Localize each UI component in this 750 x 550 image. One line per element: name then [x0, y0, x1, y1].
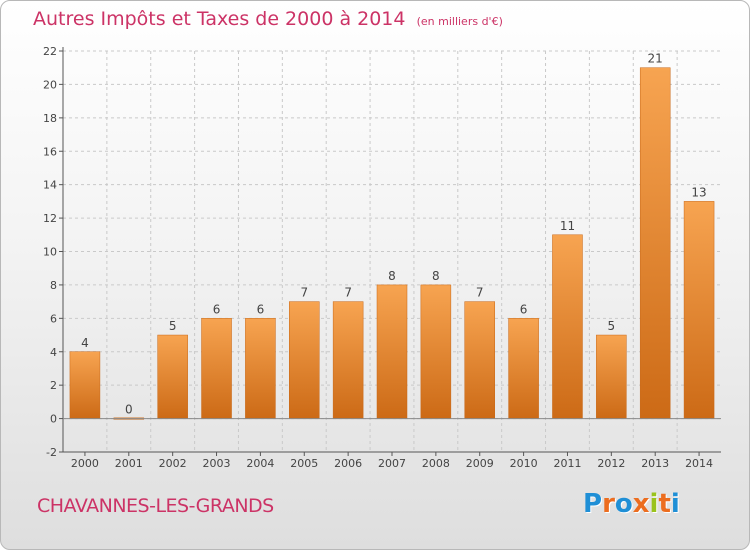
y-tick-label: 14	[43, 179, 57, 192]
x-tick-label: 2007	[378, 457, 406, 470]
x-tick-label: 2013	[641, 457, 669, 470]
bar-value-label: 5	[608, 319, 616, 333]
bar-value-label: 8	[432, 269, 440, 283]
y-tick-label: 16	[43, 145, 57, 158]
bar	[245, 318, 276, 419]
y-tick-label: 8	[50, 279, 57, 292]
commune-name: CHAVANNES-LES-GRANDS	[37, 495, 274, 517]
bar	[464, 301, 495, 419]
chart-unit: (en milliers d'€)	[416, 15, 503, 28]
y-tick-label: 6	[50, 312, 57, 325]
chart-title-block: Autres Impôts et Taxes de 2000 à 2014 (e…	[33, 8, 503, 30]
bar-value-label: 5	[169, 319, 177, 333]
bar-value-label: 7	[300, 286, 308, 300]
x-tick-label: 2000	[71, 457, 99, 470]
bar-value-label: 21	[648, 52, 663, 66]
x-tick-label: 2004	[246, 457, 274, 470]
y-tick-label: 0	[50, 413, 57, 426]
x-tick-label: 2008	[422, 457, 450, 470]
x-tick-label: 2014	[685, 457, 713, 470]
bars	[69, 67, 715, 420]
x-tick-label: 2003	[203, 457, 231, 470]
y-tick-label: -2	[46, 446, 57, 459]
bar	[69, 351, 101, 419]
x-tick-label: 2010	[510, 457, 538, 470]
bar-value-label: 11	[560, 219, 575, 233]
y-tick-label: 18	[43, 112, 57, 125]
bar	[376, 284, 408, 419]
bar-value-label: 6	[520, 302, 528, 316]
bar-value-label: 7	[344, 286, 352, 300]
y-tick-label: 2	[50, 379, 57, 392]
bar-value-label: 8	[388, 269, 396, 283]
x-tick-label: 2009	[466, 457, 494, 470]
bar-value-label: 6	[257, 302, 265, 316]
bar	[420, 284, 452, 419]
x-tick-label: 2006	[334, 457, 362, 470]
y-tick-label: 12	[43, 212, 57, 225]
bar	[157, 334, 188, 419]
bar	[332, 301, 364, 419]
bar-value-label: 0	[125, 403, 133, 417]
x-tick-label: 2001	[115, 457, 143, 470]
bar-value-label: 6	[213, 302, 221, 316]
x-tick-label: 2005	[290, 457, 318, 470]
y-tick-label: 22	[43, 45, 57, 58]
y-tick-label: 20	[43, 78, 57, 91]
bar	[201, 318, 232, 419]
bar	[508, 318, 539, 419]
bar	[596, 334, 627, 419]
proxiti-logo: Proxiti	[583, 489, 680, 519]
bar-value-label: 4	[81, 336, 89, 350]
y-tick-label: 10	[43, 246, 57, 259]
bar	[552, 234, 583, 419]
x-tick-label: 2002	[159, 457, 187, 470]
bar-value-label: 7	[476, 286, 484, 300]
data-labels: 4 0 5 6 6 7 7 8 8 7 6 11 5 21 13	[81, 52, 707, 417]
bar	[639, 67, 671, 419]
bar-value-label: 13	[691, 185, 706, 199]
x-tick-label: 2011	[553, 457, 581, 470]
bar	[289, 301, 320, 419]
x-tick-label: 2012	[597, 457, 625, 470]
chart-title: Autres Impôts et Taxes de 2000 à 2014	[33, 8, 406, 30]
y-tick-label: 4	[50, 346, 57, 359]
bar	[683, 201, 715, 419]
axes: -2 0 2 4 6 8 10 12 14 16 18 20 22 2000 2001 2002 2003 200…	[43, 45, 721, 470]
